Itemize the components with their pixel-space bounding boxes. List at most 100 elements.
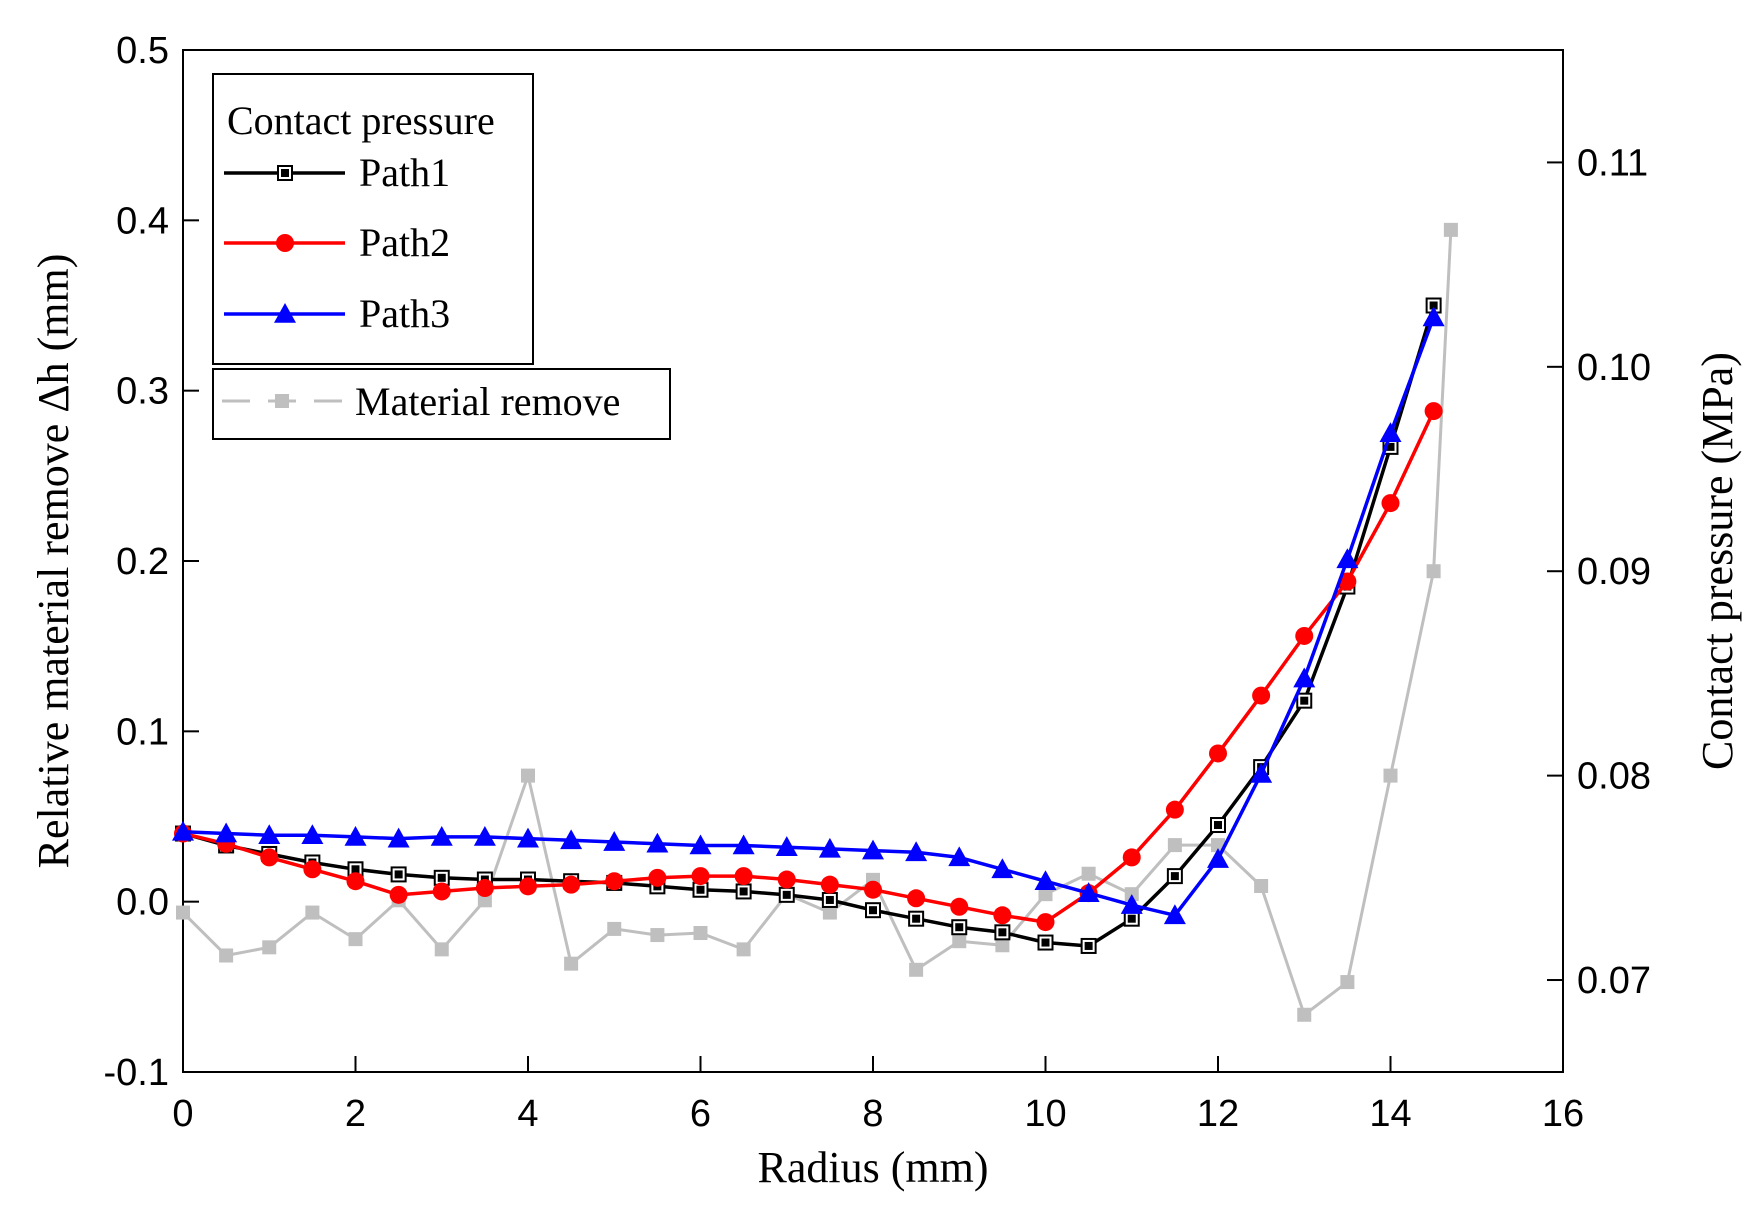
data-point-path1: [908, 910, 925, 927]
legend-marker-path1-core: [281, 169, 289, 177]
data-point-path2: [691, 867, 710, 886]
data-point-path2: [907, 889, 926, 908]
x-tick-label: 6: [690, 1093, 711, 1135]
data-point-path1-core: [1300, 696, 1309, 705]
data-point-path3: [1207, 848, 1229, 868]
y2-tick-label: 0.09: [1577, 551, 1651, 593]
data-point-path1: [778, 886, 795, 903]
data-point-material-remove: [1081, 866, 1096, 881]
x-tick-label: 8: [862, 1093, 883, 1135]
data-point-path3: [1163, 904, 1186, 925]
data-point-path1-core: [739, 887, 748, 896]
data-point-material-remove: [1383, 768, 1398, 783]
data-point-path1-core: [437, 873, 446, 882]
data-point-path3: [991, 858, 1014, 879]
data-point-path3: [430, 825, 453, 846]
data-point-path3: [258, 824, 281, 845]
y-tick-label: 0.0: [116, 882, 169, 924]
y-tick-label: 0.5: [116, 30, 169, 72]
data-point-path3: [1034, 870, 1057, 891]
data-point-path1-core: [1214, 821, 1222, 830]
data-point-path1-core: [825, 895, 834, 904]
data-point-path1: [821, 891, 838, 908]
data-point-path3: [301, 824, 324, 845]
data-point-path1-core: [912, 914, 921, 923]
data-point-path1-core: [351, 865, 360, 874]
data-point-material-remove: [1038, 887, 1053, 902]
data-point-path3: [732, 834, 755, 855]
data-point-path2: [1381, 494, 1400, 513]
data-point-material-remove: [952, 934, 967, 949]
data-point-material-remove: [693, 926, 708, 941]
data-point-path1-core: [1041, 938, 1050, 947]
legend-label-path2: Path2: [359, 220, 450, 265]
data-point-path2: [1036, 913, 1055, 932]
data-point-path3: [905, 841, 928, 862]
data-point-path3: [1250, 762, 1273, 783]
data-point-material-remove: [736, 942, 751, 957]
data-point-path3: [387, 827, 410, 848]
data-point-path1-core: [394, 870, 403, 879]
data-point-path3: [473, 825, 496, 846]
data-point-material-remove: [1340, 975, 1355, 990]
data-point-path1: [1210, 817, 1226, 834]
data-point-material-remove: [176, 905, 190, 920]
data-point-material-remove: [262, 940, 277, 955]
data-point-path2: [734, 867, 753, 886]
legend-marker-path1: [277, 165, 293, 181]
data-point-path3: [1077, 882, 1100, 902]
data-point-path1-core: [1127, 914, 1136, 923]
data-point-material-remove: [305, 905, 320, 920]
data-point-path2: [562, 875, 581, 894]
data-point-material-remove: [909, 962, 924, 977]
y-tick-label: -0.1: [104, 1052, 169, 1094]
data-point-path1-core: [955, 923, 964, 932]
legend-entries: Path1 Path2 Path3: [224, 150, 450, 336]
legend-marker-path2: [276, 234, 294, 252]
data-point-path2: [389, 885, 408, 904]
y2-axis-title: Contact pressure (MPa): [1693, 352, 1742, 770]
data-point-material-remove: [477, 893, 492, 908]
data-point-path3: [1422, 306, 1445, 327]
data-point-material-remove: [1297, 1007, 1312, 1022]
data-point-path1: [1166, 868, 1183, 885]
data-point-path2: [260, 848, 279, 867]
data-point-material-remove: [1443, 222, 1458, 237]
data-point-material-remove: [1254, 878, 1269, 893]
data-point-path2: [993, 906, 1012, 925]
y2-tick-label: 0.08: [1577, 756, 1651, 798]
data-point-path2: [605, 872, 624, 891]
data-point-path2: [1122, 848, 1141, 867]
data-point-path3: [1293, 667, 1316, 688]
x-tick-label: 0: [172, 1093, 193, 1135]
data-point-path3: [775, 836, 798, 856]
data-point-path2: [303, 860, 322, 879]
legend-label-material-remove: Material remove: [355, 379, 620, 424]
data-point-path3: [517, 827, 539, 848]
data-point-material-remove: [219, 948, 234, 963]
y-tick-label: 0.2: [116, 541, 169, 583]
x-tick-label: 10: [1024, 1093, 1066, 1135]
data-point-path3: [560, 829, 583, 850]
data-point-material-remove: [1426, 564, 1441, 579]
series-line-path3: [182, 316, 1436, 918]
x-tick-label: 16: [1542, 1093, 1584, 1135]
data-point-path1: [994, 924, 1011, 941]
data-point-path2: [346, 872, 365, 891]
data-point-path1-core: [1386, 442, 1395, 451]
data-point-path3: [646, 832, 669, 853]
data-point-path2: [475, 879, 494, 898]
data-point-path2: [820, 875, 839, 894]
data-point-path1-core: [869, 906, 877, 915]
data-point-path1: [1296, 692, 1313, 709]
y-tick-label: 0.1: [116, 711, 169, 753]
y-axis-title: Relative material remove Δh (mm): [29, 254, 78, 869]
legend-title: Contact pressure: [227, 98, 495, 143]
data-point-path3: [172, 820, 194, 841]
data-point-path3: [1379, 422, 1402, 443]
data-point-path1: [865, 902, 881, 919]
data-point-path2: [864, 880, 882, 899]
data-point-path2: [1165, 800, 1184, 819]
legend-marker-material-remove: [275, 394, 289, 408]
